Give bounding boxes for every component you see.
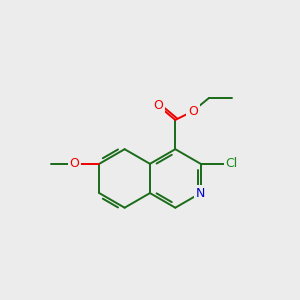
Text: O: O (188, 105, 198, 118)
Text: N: N (196, 187, 205, 200)
Text: O: O (153, 99, 163, 112)
Text: Cl: Cl (226, 157, 238, 170)
Text: O: O (70, 157, 80, 170)
